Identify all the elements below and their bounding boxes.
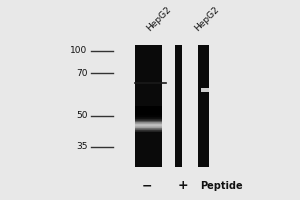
Text: HepG2: HepG2 bbox=[145, 4, 173, 33]
Bar bbox=[135, 109, 162, 110]
Text: +: + bbox=[177, 179, 188, 192]
Bar bbox=[135, 112, 162, 113]
Bar bbox=[135, 123, 162, 124]
Text: Peptide: Peptide bbox=[200, 181, 243, 191]
Bar bbox=[135, 125, 162, 126]
Bar bbox=[135, 112, 162, 113]
Text: 35: 35 bbox=[76, 142, 88, 151]
Text: −: − bbox=[142, 179, 152, 192]
Bar bbox=[135, 124, 162, 125]
Bar bbox=[135, 129, 162, 130]
Bar bbox=[135, 111, 162, 112]
Text: 50: 50 bbox=[76, 111, 88, 120]
Bar bbox=[135, 121, 162, 122]
Bar bbox=[135, 110, 162, 111]
Bar bbox=[135, 114, 162, 115]
Text: 100: 100 bbox=[70, 46, 88, 55]
Bar bbox=[135, 108, 162, 109]
Bar bbox=[135, 109, 162, 110]
Text: HepG2: HepG2 bbox=[193, 4, 221, 33]
Bar bbox=[135, 131, 162, 132]
Bar bbox=[135, 107, 162, 108]
Bar bbox=[135, 116, 162, 117]
Bar bbox=[135, 118, 162, 119]
Bar bbox=[135, 106, 162, 107]
Bar bbox=[175, 45, 182, 167]
Bar bbox=[135, 125, 162, 126]
Bar bbox=[135, 119, 162, 120]
Bar bbox=[198, 45, 209, 167]
Bar bbox=[135, 123, 162, 124]
Bar bbox=[135, 113, 162, 114]
Bar bbox=[135, 107, 162, 108]
Bar bbox=[135, 121, 162, 122]
Bar bbox=[135, 130, 162, 131]
Bar bbox=[135, 45, 162, 167]
Bar bbox=[135, 118, 162, 119]
Bar bbox=[135, 126, 162, 127]
Bar bbox=[135, 127, 162, 128]
Bar bbox=[135, 120, 162, 121]
Bar bbox=[135, 114, 162, 115]
Bar bbox=[135, 127, 162, 128]
Bar bbox=[135, 111, 162, 112]
Bar bbox=[135, 128, 162, 129]
Text: 70: 70 bbox=[76, 69, 88, 78]
Bar bbox=[135, 120, 162, 121]
Bar bbox=[135, 122, 162, 123]
Bar bbox=[135, 131, 162, 132]
Bar bbox=[135, 117, 162, 118]
Bar bbox=[135, 116, 162, 117]
Bar bbox=[135, 115, 162, 116]
Bar bbox=[135, 129, 162, 130]
Bar bbox=[201, 88, 208, 92]
